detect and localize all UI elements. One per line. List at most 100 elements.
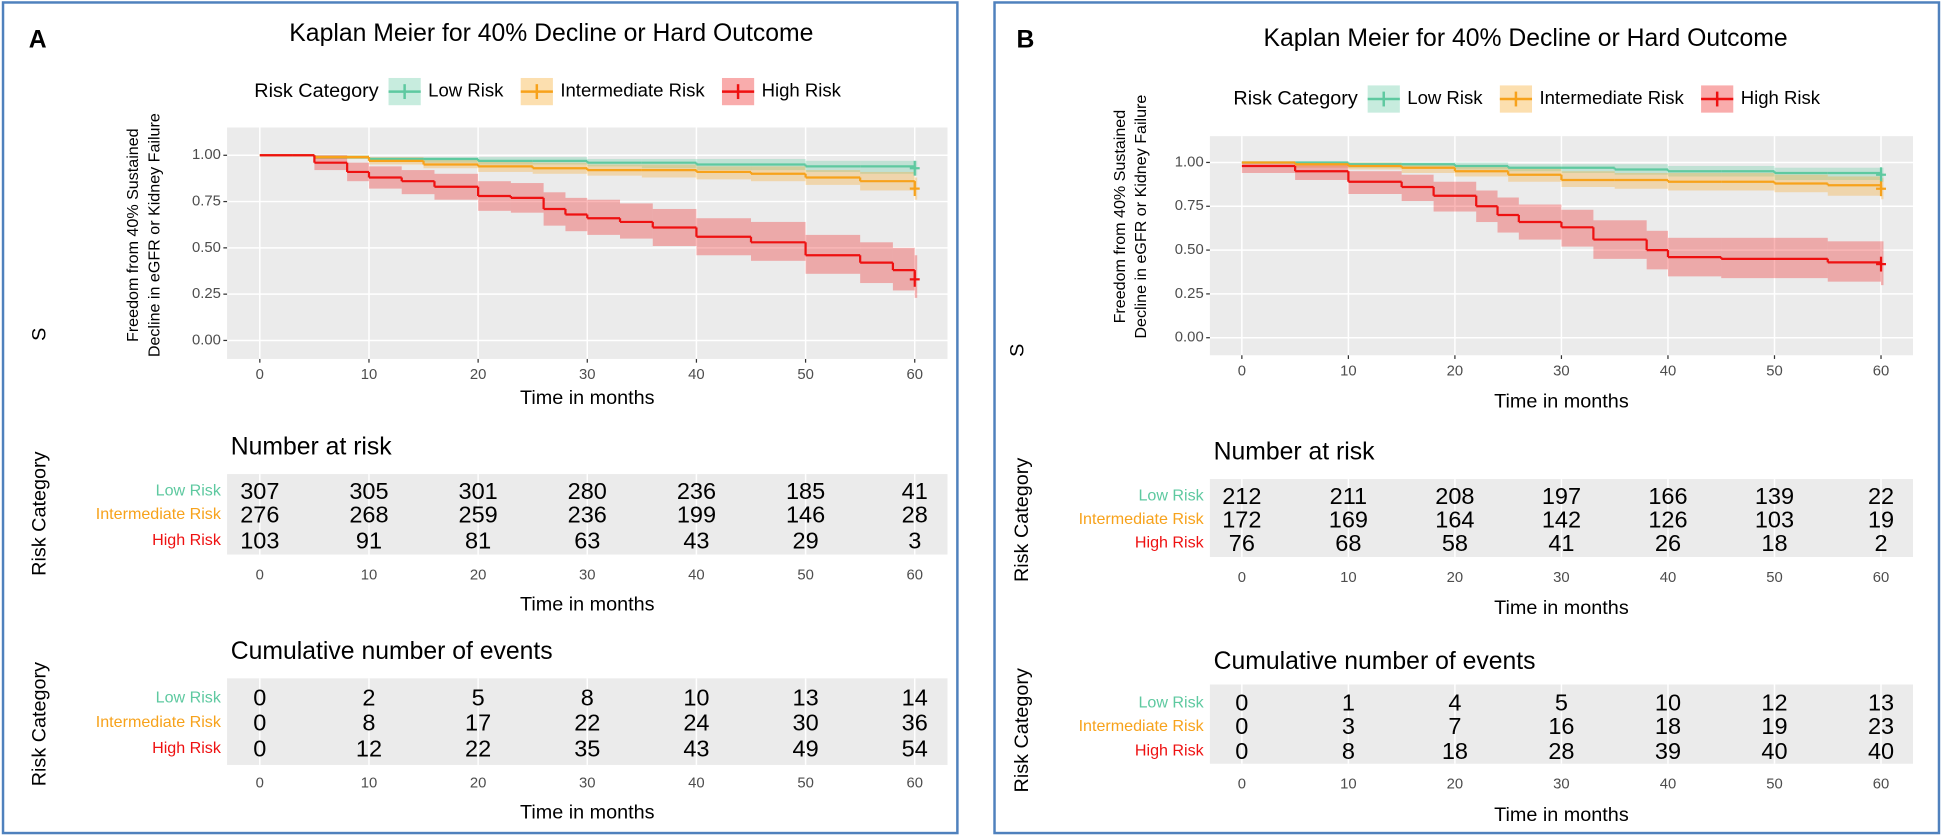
table-value: 18 bbox=[1442, 738, 1468, 764]
table-value: 2 bbox=[1874, 530, 1887, 556]
table-value: 10 bbox=[1655, 690, 1681, 716]
row-label: High Risk bbox=[152, 739, 222, 757]
table-value: 22 bbox=[574, 709, 600, 735]
x-tick-label: 30 bbox=[1553, 363, 1570, 379]
table-value: 0 bbox=[1235, 690, 1248, 716]
row-label: Intermediate Risk bbox=[96, 713, 222, 731]
table-value: 146 bbox=[786, 501, 825, 527]
table-value: 8 bbox=[1342, 738, 1355, 764]
y-tick-label: 0.75 bbox=[192, 193, 221, 209]
table-value: 26 bbox=[1655, 530, 1681, 556]
y-tick-label: 0.00 bbox=[192, 332, 221, 348]
table-value: 13 bbox=[1868, 690, 1894, 716]
table-title: Number at risk bbox=[1214, 439, 1376, 466]
y-axis-fragment: S bbox=[28, 328, 50, 341]
table-value: 142 bbox=[1542, 506, 1581, 532]
y-tick-label: 1.00 bbox=[192, 147, 221, 163]
x-tick-label: 50 bbox=[797, 568, 814, 584]
table-value: 18 bbox=[1761, 530, 1787, 556]
y-axis-title-line: Decline in eGFR or Kidney Failure bbox=[146, 113, 164, 357]
table-value: 13 bbox=[793, 685, 819, 711]
confidence-band bbox=[1241, 162, 1296, 173]
x-tick-label: 20 bbox=[1447, 570, 1464, 586]
y-axis-title: Freedom from 40% Sustained Decline in eGF… bbox=[124, 113, 163, 357]
table-title: Cumulative number of events bbox=[1214, 648, 1536, 675]
table-value: 172 bbox=[1222, 506, 1261, 532]
table-value: 43 bbox=[683, 735, 709, 761]
table-value: 139 bbox=[1755, 483, 1794, 509]
row-label: Intermediate Risk bbox=[96, 505, 222, 523]
row-label: Low Risk bbox=[156, 688, 222, 706]
table-value: 22 bbox=[1868, 483, 1894, 509]
x-axis-title: Time in months bbox=[520, 387, 655, 409]
row-label: Intermediate Risk bbox=[1079, 510, 1205, 528]
table-value: 197 bbox=[1542, 483, 1581, 509]
y-tick-label: 0.25 bbox=[1175, 286, 1204, 302]
x-tick-label: 10 bbox=[1340, 777, 1357, 793]
chart-title: Kaplan Meier for 40% Decline or Hard Out… bbox=[289, 20, 813, 47]
table-value: 1 bbox=[1342, 690, 1355, 716]
row-label: Low Risk bbox=[1138, 487, 1204, 505]
table-value: 3 bbox=[1342, 713, 1355, 739]
table-value: 54 bbox=[902, 735, 928, 761]
table-value: 208 bbox=[1435, 483, 1474, 509]
table-value: 43 bbox=[683, 527, 709, 553]
table-value: 81 bbox=[465, 527, 491, 553]
table-value: 5 bbox=[1555, 690, 1568, 716]
table-value: 4 bbox=[1448, 690, 1461, 716]
x-tick-label: 20 bbox=[470, 568, 487, 584]
table-value: 29 bbox=[793, 527, 819, 553]
table-value: 301 bbox=[459, 478, 498, 504]
table-value: 49 bbox=[793, 735, 819, 761]
table-value: 185 bbox=[786, 478, 825, 504]
legend-label: High Risk bbox=[762, 80, 842, 101]
table-value: 199 bbox=[677, 501, 716, 527]
table-title: Cumulative number of events bbox=[231, 638, 553, 665]
table-value: 91 bbox=[356, 527, 382, 553]
table-value: 17 bbox=[465, 709, 491, 735]
table-value: 14 bbox=[902, 685, 928, 711]
table-value: 3 bbox=[908, 527, 921, 553]
table-y-title: Risk Category bbox=[1011, 458, 1033, 582]
panel-border bbox=[993, 1, 1941, 835]
x-tick-label: 0 bbox=[256, 775, 264, 791]
x-tick-label: 20 bbox=[470, 775, 487, 791]
x-tick-label: 30 bbox=[1553, 777, 1570, 793]
x-tick-label: 40 bbox=[688, 775, 705, 791]
table-value: 236 bbox=[677, 478, 716, 504]
row-label: Intermediate Risk bbox=[1079, 717, 1205, 735]
x-tick-label: 20 bbox=[1447, 363, 1464, 379]
x-tick-label: 40 bbox=[1660, 363, 1677, 379]
table-value: 0 bbox=[253, 735, 266, 761]
table-value: 8 bbox=[581, 685, 594, 711]
x-tick-label: 30 bbox=[579, 568, 596, 584]
table-value: 259 bbox=[459, 501, 498, 527]
table-value: 28 bbox=[902, 501, 928, 527]
x-tick-label: 50 bbox=[1766, 363, 1783, 379]
x-tick-label: 50 bbox=[797, 367, 814, 383]
table-value: 276 bbox=[240, 501, 279, 527]
table-value: 103 bbox=[1755, 506, 1794, 532]
x-axis-title: Time in months bbox=[1494, 597, 1629, 619]
table-value: 19 bbox=[1761, 713, 1787, 739]
table-y-title: Risk Category bbox=[28, 451, 50, 575]
x-tick-label: 30 bbox=[579, 367, 596, 383]
legend-label: Intermediate Risk bbox=[1539, 87, 1684, 108]
x-tick-label: 0 bbox=[256, 568, 264, 584]
table-value: 23 bbox=[1868, 713, 1894, 739]
y-axis-title-line: Freedom from 40% Sustained bbox=[124, 128, 142, 342]
chart-title: Kaplan Meier for 40% Decline or Hard Out… bbox=[1263, 25, 1787, 52]
row-label: Low Risk bbox=[156, 482, 222, 500]
y-axis-title-line: Freedom from 40% Sustained bbox=[1111, 110, 1129, 324]
table-value: 305 bbox=[349, 478, 388, 504]
table-value: 40 bbox=[1868, 738, 1894, 764]
table-value: 39 bbox=[1655, 738, 1681, 764]
y-axis-fragment: S bbox=[1006, 344, 1028, 357]
x-tick-label: 50 bbox=[797, 775, 814, 791]
table-value: 40 bbox=[1761, 738, 1787, 764]
x-tick-label: 10 bbox=[361, 775, 378, 791]
y-axis-title: Freedom from 40% Sustained Decline in eGF… bbox=[1111, 95, 1150, 339]
legend-label: Intermediate Risk bbox=[560, 80, 705, 101]
x-tick-label: 40 bbox=[688, 367, 705, 383]
